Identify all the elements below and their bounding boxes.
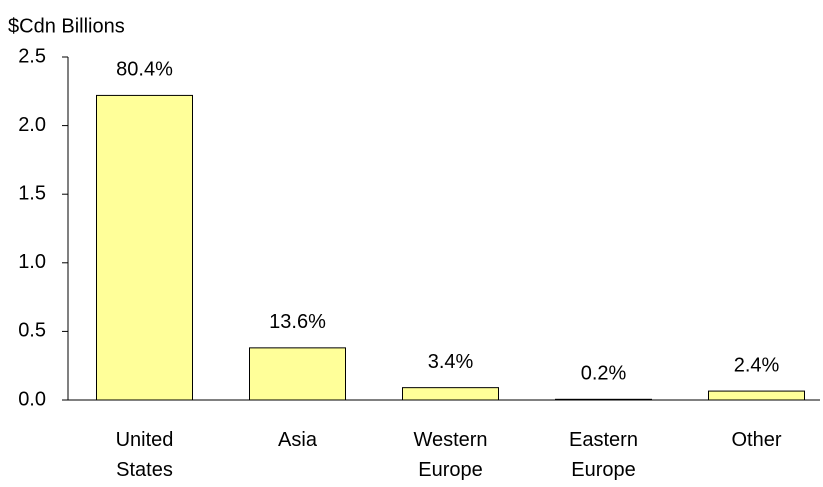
x-tick-label: Western Europe	[413, 429, 487, 481]
y-tick-label: 1.0	[18, 251, 46, 273]
bar	[96, 94, 193, 401]
share-label: 2.4%	[734, 354, 780, 376]
x-tick-label: United States	[116, 429, 174, 481]
y-tick-label: 0.0	[18, 388, 46, 410]
share-label: 0.2%	[581, 363, 627, 385]
bar	[402, 387, 499, 401]
share-label: 3.4%	[428, 351, 474, 373]
y-tick-label: 2.5	[18, 45, 46, 67]
y-tick-label: 1.5	[18, 182, 46, 204]
share-label: 13.6%	[269, 311, 326, 333]
x-tick-label: Asia	[278, 429, 318, 451]
bar	[555, 398, 652, 401]
y-tick-label: 2.0	[18, 114, 46, 136]
bar	[249, 347, 346, 401]
x-tick-label: Eastern Europe	[569, 429, 638, 481]
share-label: 80.4%	[116, 59, 173, 81]
y-axis-title: $Cdn Billions	[8, 15, 125, 37]
y-tick-label: 0.5	[18, 320, 46, 342]
bar	[708, 390, 805, 401]
x-tick-label: Other	[731, 429, 781, 451]
